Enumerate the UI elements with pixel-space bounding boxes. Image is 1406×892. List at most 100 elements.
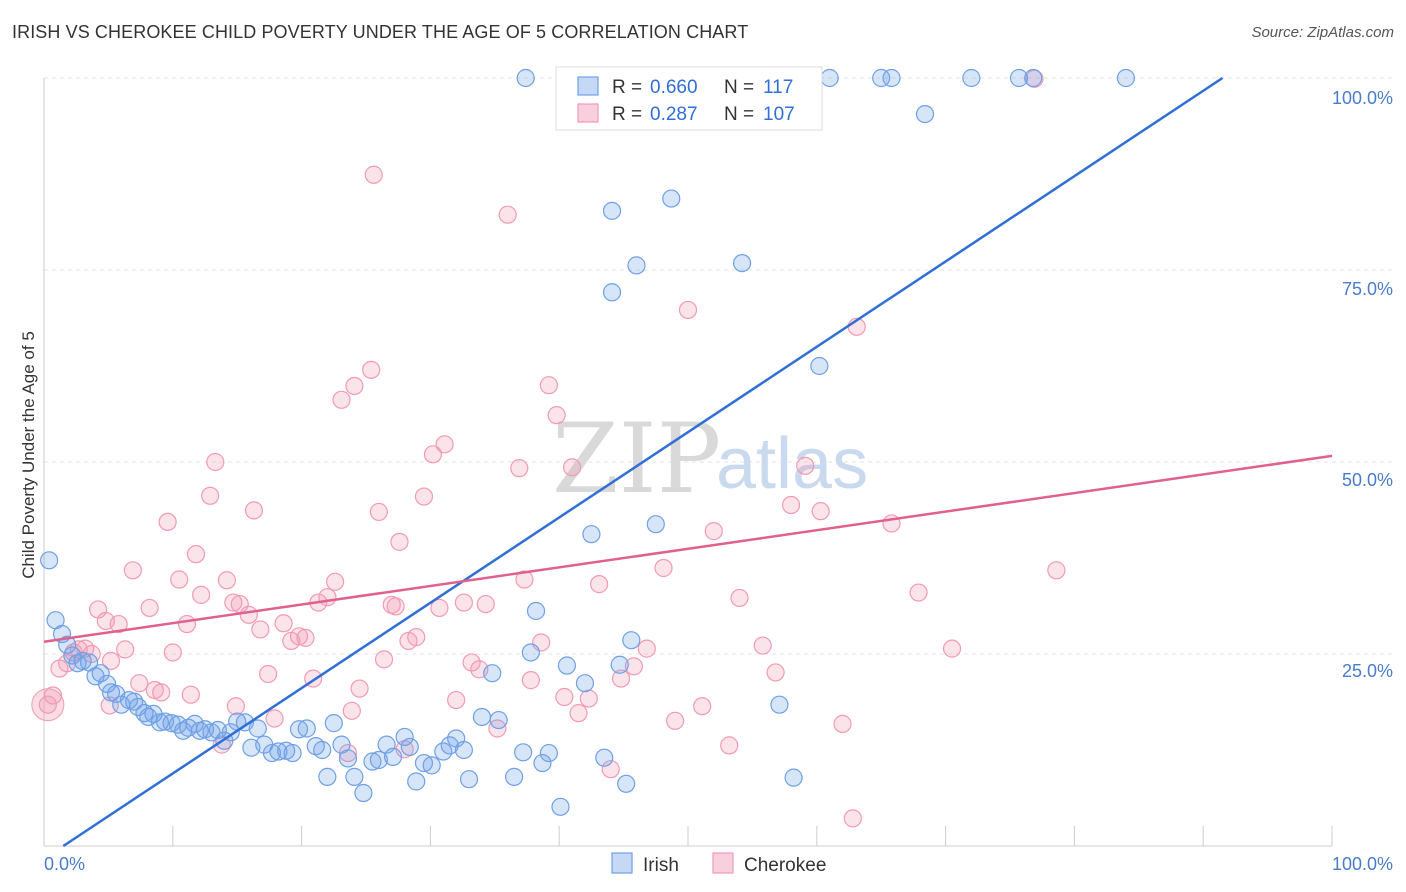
cherokee-point-10 — [101, 651, 121, 671]
cherokee-point-72 — [562, 458, 582, 477]
cherokee-point-77 — [611, 669, 631, 688]
cherokee-point-54 — [414, 487, 434, 506]
irish-point-60 — [422, 756, 441, 775]
irish-point-68 — [489, 710, 508, 730]
y-axis-label: Child Poverty Under the Age of 5 — [19, 331, 38, 579]
cherokee-point-19 — [163, 643, 182, 662]
irish-point-41 — [283, 743, 302, 763]
cherokee-point-45 — [345, 376, 364, 396]
irish-point-47 — [324, 714, 343, 733]
cherokee-point-91 — [811, 502, 830, 521]
irish-point-76 — [557, 656, 577, 675]
cherokee-point-23 — [192, 585, 211, 604]
y-tick-label-50: 50.0% — [1342, 470, 1393, 490]
x-tick-label-100: 100.0% — [1332, 854, 1393, 874]
cherokee-points — [31, 69, 1066, 828]
irish-point-94 — [962, 68, 981, 88]
irish-point-74 — [539, 743, 558, 763]
irish-point-52 — [363, 752, 382, 771]
irish-point-79 — [595, 748, 614, 767]
cherokee-point-96 — [909, 583, 928, 602]
cherokee-point-82 — [678, 300, 698, 320]
irish-point-64 — [454, 740, 473, 760]
irish-point-97 — [1116, 68, 1136, 88]
cherokee-point-66 — [515, 570, 534, 589]
cherokee-point-11 — [109, 614, 128, 634]
cherokee-point-31 — [244, 501, 264, 520]
irish-point-53 — [369, 750, 388, 770]
legend-cherokee-label: Cherokee — [744, 855, 826, 876]
cherokee-point-27 — [217, 571, 236, 590]
x-axis-ticks — [43, 826, 1333, 846]
cherokee-point-24 — [201, 486, 220, 505]
chart-title: IRISH VS CHEROKEE CHILD POVERTY UNDER TH… — [12, 22, 749, 42]
y-tick-label-75: 75.0% — [1342, 279, 1393, 299]
irish-point-92 — [872, 68, 891, 88]
cherokee-point-60 — [462, 653, 481, 672]
irish-point-86 — [810, 356, 829, 376]
cherokee-point-15 — [140, 598, 159, 618]
cherokee-point-79 — [637, 639, 656, 658]
x-tick-label-0: 0.0% — [44, 854, 85, 874]
cherokee-point-30 — [239, 605, 258, 624]
irish-point-105 — [602, 201, 622, 220]
irish-point-51 — [354, 783, 373, 803]
irish-point-56 — [395, 727, 414, 747]
cherokee-point-90 — [796, 456, 815, 475]
irish-point-36 — [248, 719, 267, 738]
cherokee-point-59 — [454, 593, 473, 612]
cherokee-point-65 — [510, 459, 529, 478]
irish-point-65 — [459, 770, 479, 789]
y-tick-label-100: 100.0% — [1332, 88, 1393, 108]
cherokee-point-33 — [259, 664, 278, 684]
irish-point-77 — [575, 674, 595, 693]
cherokee-r-label: R = — [612, 104, 642, 125]
cherokee-point-89 — [781, 495, 801, 515]
irish-point-6 — [73, 651, 92, 671]
irish-legend-swatch — [577, 76, 599, 96]
irish-point-62 — [440, 736, 459, 755]
irish-point-103 — [820, 68, 839, 88]
cherokee-point-105 — [181, 685, 200, 704]
irish-point-96 — [1024, 68, 1043, 88]
irish-point-66 — [472, 707, 492, 727]
cherokee-point-94 — [843, 809, 862, 828]
cherokee-point-0 — [38, 695, 57, 714]
irish-point-80 — [610, 655, 629, 674]
irish-point-57 — [400, 737, 419, 757]
cherokee-point-62 — [476, 594, 495, 614]
cherokee-point-21 — [177, 614, 197, 634]
irish-point-18 — [139, 707, 158, 727]
irish-n-label: N = — [724, 77, 754, 98]
cherokee-point-55 — [423, 445, 443, 464]
cherokee-point-38 — [296, 628, 315, 647]
cherokee-point-18 — [158, 512, 177, 532]
cherokee-point-75 — [590, 575, 609, 594]
watermark-atlas: atlas — [716, 424, 868, 504]
cherokee-point-104 — [226, 697, 246, 716]
grid-lines — [44, 77, 1392, 655]
cherokee-point-43 — [332, 390, 351, 409]
cherokee-point-67 — [521, 671, 540, 690]
cherokee-n-label: N = — [724, 104, 754, 125]
irish-r-value: 0.660 — [650, 77, 698, 98]
cherokee-n-value: 107 — [763, 104, 795, 125]
irish-point-9 — [91, 664, 110, 683]
irish-point-75 — [551, 797, 570, 816]
cherokee-point-46 — [350, 679, 369, 698]
legend-irish-swatch — [611, 852, 633, 874]
cherokee-legend-swatch — [577, 103, 599, 123]
cherokee-point-78 — [624, 657, 644, 676]
source-label: Source: ZipAtlas.com — [1251, 24, 1394, 41]
cherokee-point-76 — [601, 760, 620, 779]
irish-point-39 — [269, 742, 288, 761]
cherokee-point-20 — [170, 570, 189, 589]
irish-point-108 — [732, 253, 752, 273]
cherokee-point-74 — [579, 689, 598, 708]
cherokee-point-28 — [224, 593, 243, 612]
irish-trend-line — [62, 76, 1224, 848]
irish-point-3 — [58, 635, 77, 654]
irish-point-43 — [297, 719, 316, 738]
cherokee-point-14 — [130, 674, 149, 693]
